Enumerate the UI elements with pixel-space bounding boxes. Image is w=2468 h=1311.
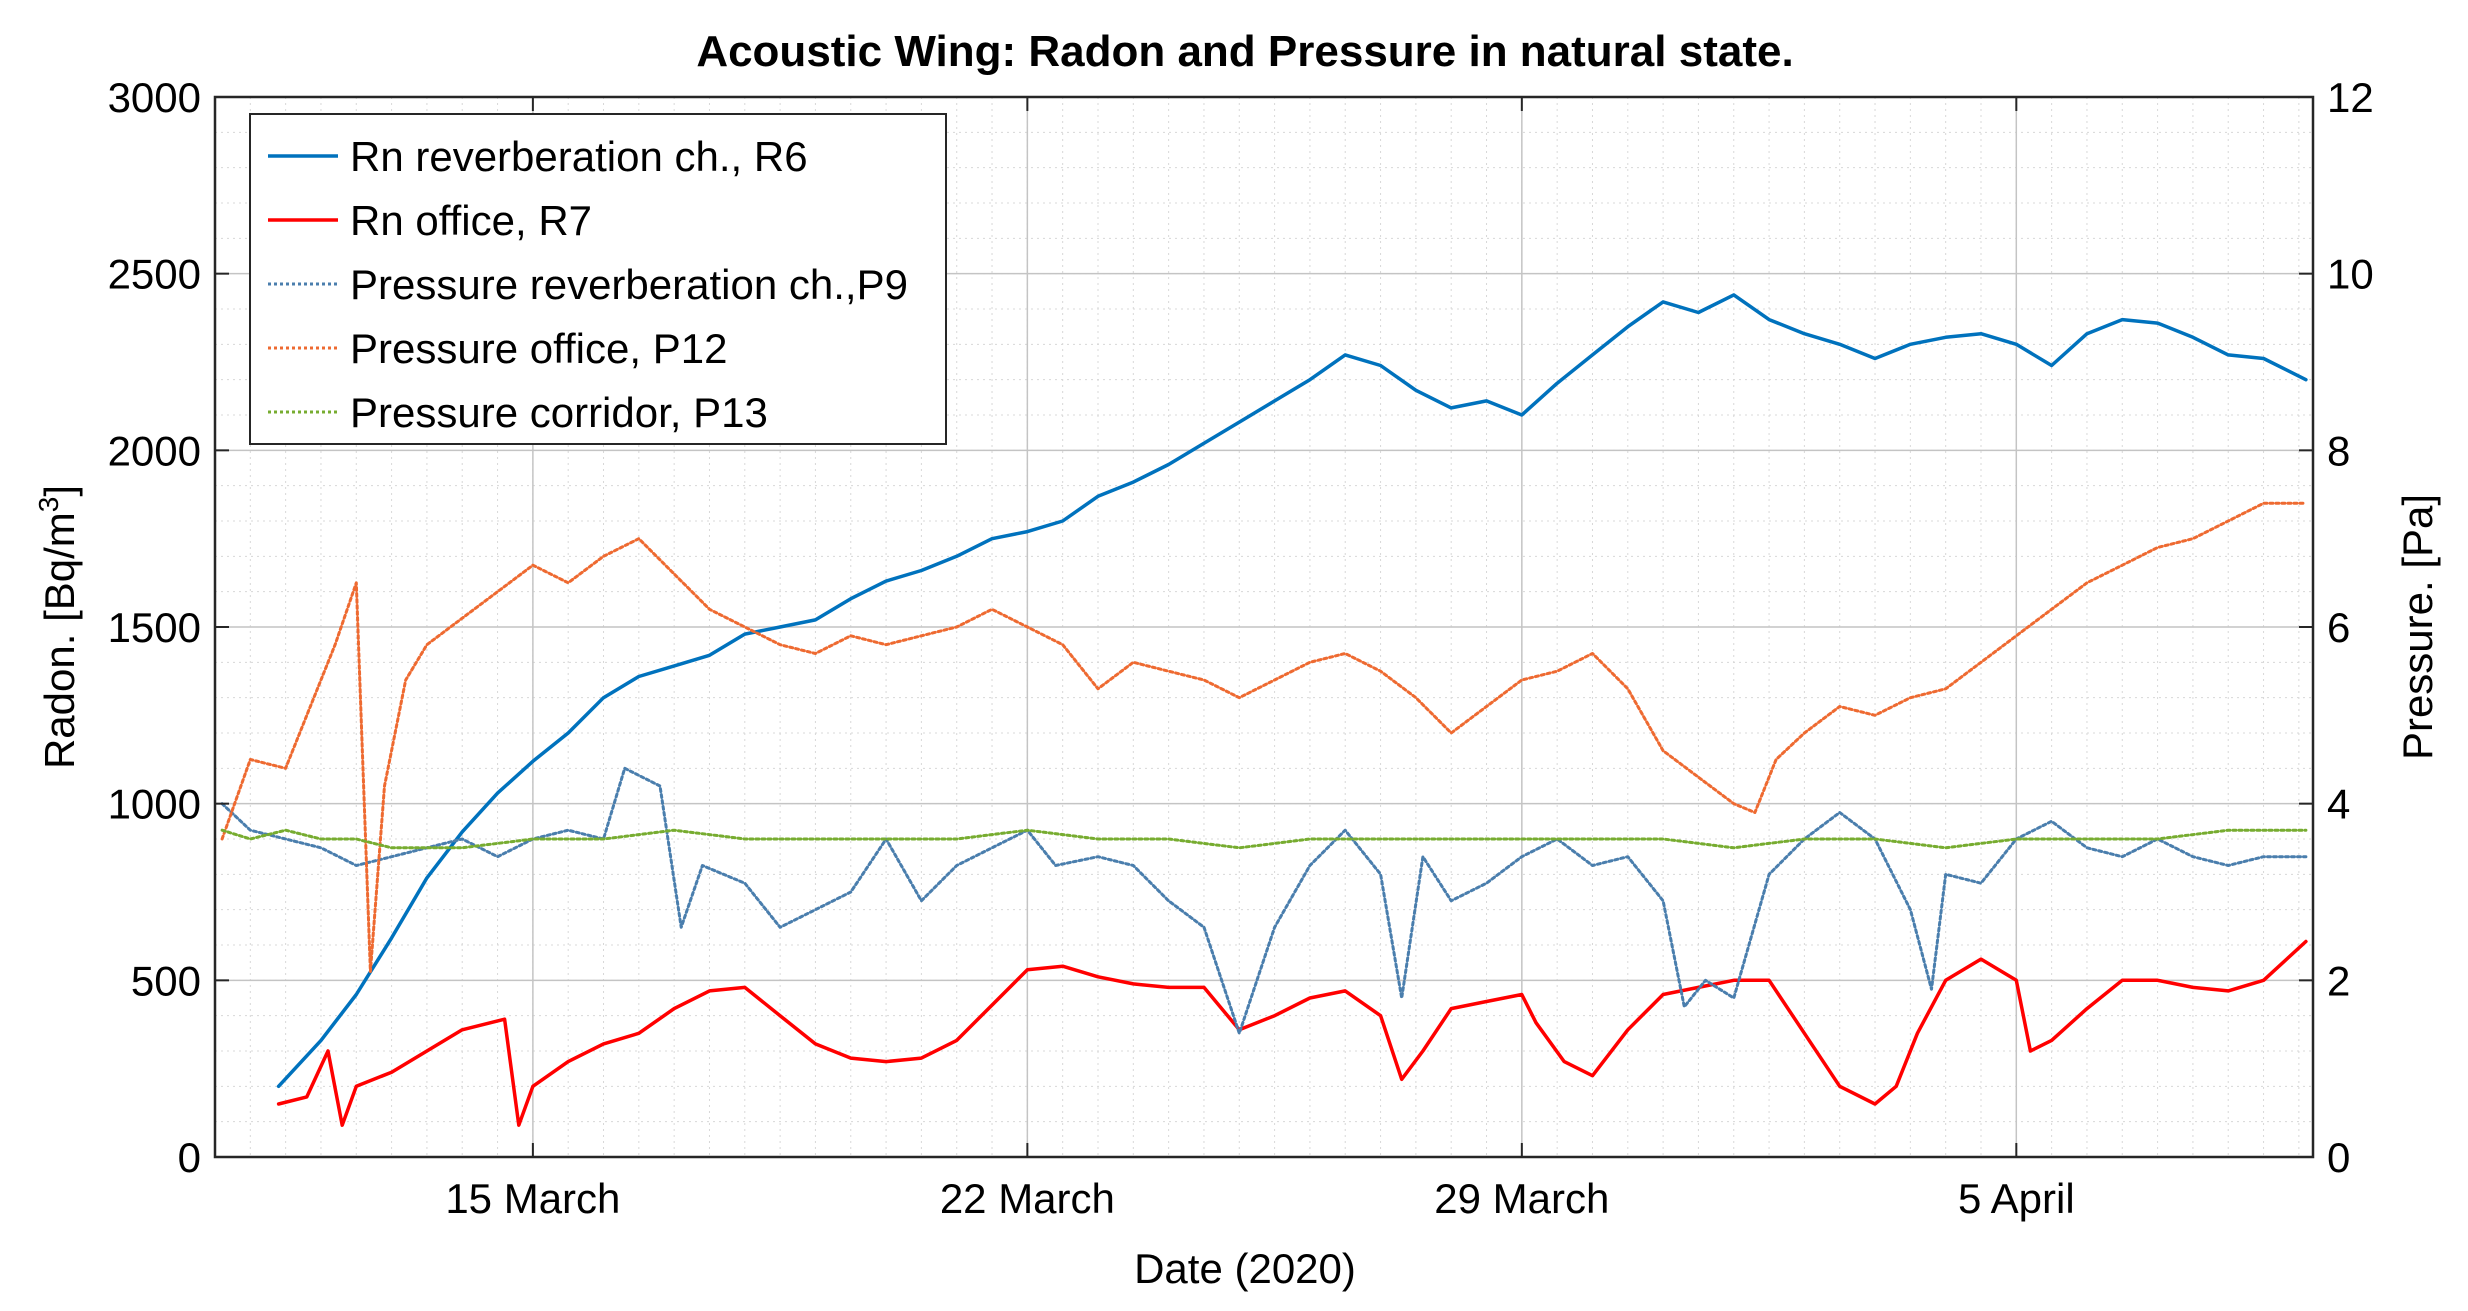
legend-items: Rn reverberation ch., R6 Rn office, R7 Pre… [268, 133, 908, 436]
y-axis-right-label: Pressure. [Pa] [2394, 494, 2441, 760]
chart-title: Acoustic Wing: Radon and Pressure in nat… [696, 27, 1793, 76]
y-tick-label-left: 500 [131, 957, 201, 1004]
series-line-pressure-office-p12 [220, 501, 2308, 973]
y-tick-label-left: 0 [178, 1134, 201, 1181]
legend: Rn reverberation ch., R6 Rn office, R7 Pre… [249, 113, 947, 445]
y-axis-left-label-superscript: 3 [33, 497, 64, 513]
tick-labels: 15 March 22 March 29 March 5 April 0 500 1000 1… [108, 74, 2374, 1222]
y-tick-label-right: 4 [2327, 781, 2350, 828]
series-line-rn-office-r7 [276, 939, 2308, 1127]
y-tick-label-left: 1000 [108, 781, 201, 828]
x-tick-label: 5 April [1958, 1175, 2075, 1222]
x-axis-label: Date (2020) [1134, 1245, 1356, 1292]
y-tick-label-right: 0 [2327, 1134, 2350, 1181]
legend-label-rn-office-r7: Rn office, R7 [350, 197, 592, 244]
y-tick-label-right: 8 [2327, 427, 2350, 474]
legend-label-rn-reverberation-ch-r6: Rn reverberation ch., R6 [350, 133, 808, 180]
y-tick-label-left: 1500 [108, 604, 201, 651]
legend-label-pressure-reverberation-ch-p9: Pressure reverberation ch.,P9 [350, 261, 908, 308]
y-axis-left-label-text: Radon. [Bq/m [36, 512, 83, 769]
y-tick-label-left: 2000 [108, 427, 201, 474]
legend-label-pressure-office-p12: Pressure office, P12 [350, 325, 727, 372]
x-tick-label: 29 March [1434, 1175, 1609, 1222]
tick-marks [215, 96, 2313, 1158]
legend-box [249, 113, 947, 445]
series-line-pressure-reverberation-ch-p9 [220, 766, 2308, 1035]
legend-label-pressure-corridor-p13: Pressure corridor, P13 [350, 389, 768, 436]
y-tick-label-right: 10 [2327, 251, 2374, 298]
y-axis-left-label-close: ] [36, 485, 83, 497]
x-tick-label: 22 March [940, 1175, 1115, 1222]
y-tick-label-left: 2500 [108, 251, 201, 298]
series-line-pressure-corridor-p13 [220, 828, 2308, 850]
y-tick-label-right: 12 [2327, 74, 2374, 121]
y-tick-label-right: 6 [2327, 604, 2350, 651]
series-line-rn-reverberation-ch-r6 [276, 293, 2308, 1089]
x-tick-label: 15 March [445, 1175, 620, 1222]
y-tick-label-right: 2 [2327, 957, 2350, 1004]
series-layer [220, 293, 2308, 1127]
y-axis-left-label: Radon. [Bq/m3] [33, 485, 83, 769]
y-tick-label-left: 3000 [108, 74, 201, 121]
